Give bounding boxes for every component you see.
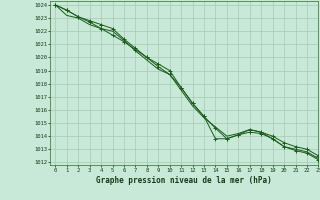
X-axis label: Graphe pression niveau de la mer (hPa): Graphe pression niveau de la mer (hPa) bbox=[96, 176, 272, 185]
